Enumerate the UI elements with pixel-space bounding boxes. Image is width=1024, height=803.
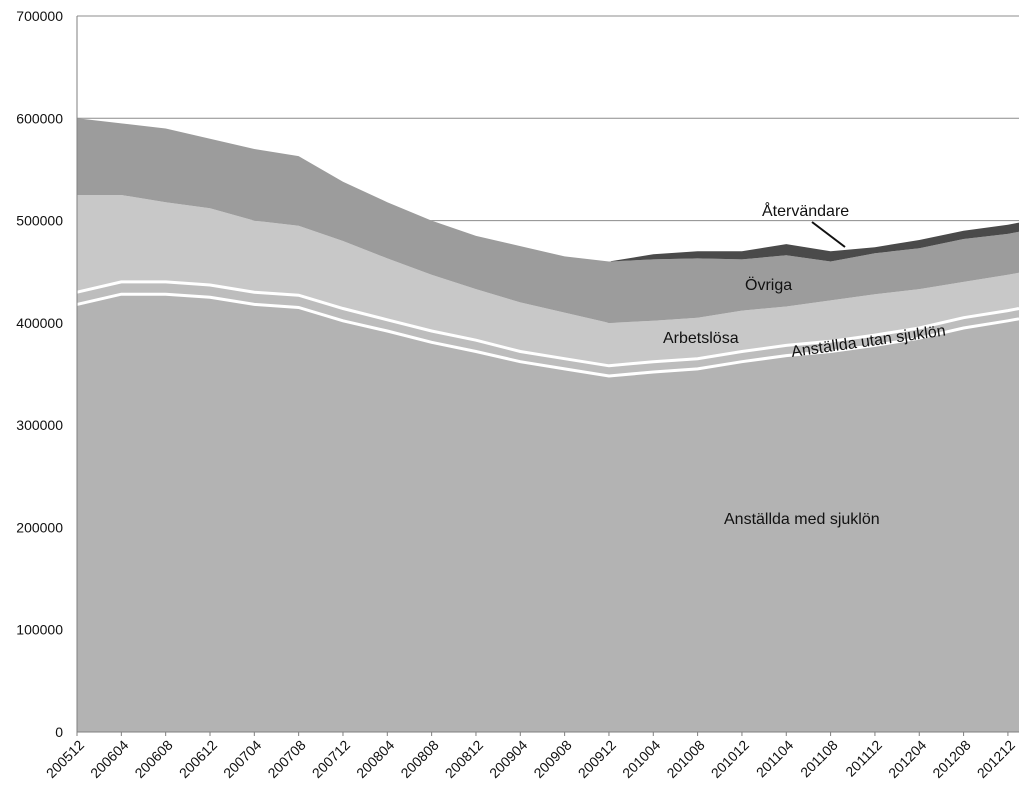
band-outline-lower (76, 292, 1020, 378)
area-series-1 (77, 281, 1019, 376)
y-tick-label: 0 (55, 724, 63, 740)
y-tick-label: 400000 (16, 315, 63, 331)
band-outline-upper (76, 280, 1020, 368)
y-tick-label: 300000 (16, 417, 63, 433)
label-anstallda-med-sjuklon: Anställda med sjuklön (724, 511, 880, 528)
label-ovriga: Övriga (745, 276, 792, 294)
y-tick-label: 200000 (16, 519, 63, 535)
series-areas (77, 118, 1019, 732)
label-atervandare-leader (811, 221, 846, 248)
label-atervandare: Återvändare (762, 201, 849, 220)
y-tick-label: 600000 (16, 110, 63, 126)
y-tick-label: 100000 (16, 622, 63, 638)
area-series-2 (77, 195, 1019, 366)
series-outlines (76, 280, 1020, 378)
y-tick-label: 500000 (16, 213, 63, 229)
label-arbetslosa: Arbetslösa (663, 330, 739, 347)
area-series-0 (77, 294, 1019, 732)
area-series-3 (77, 118, 1019, 323)
y-tick-label: 700000 (16, 8, 63, 24)
